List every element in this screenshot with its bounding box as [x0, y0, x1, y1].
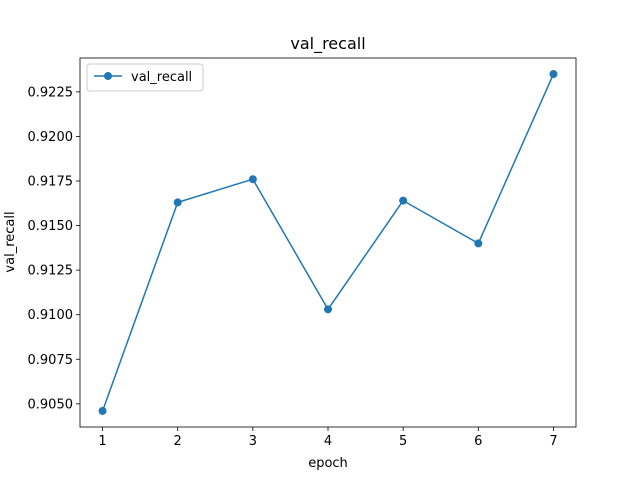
- legend: val_recall: [86, 63, 204, 92]
- y-tick-label: 0.9075: [28, 353, 74, 368]
- data-point-epoch-7: [549, 70, 558, 79]
- y-tick-label: 0.9100: [28, 308, 74, 323]
- data-point-epoch-3: [248, 175, 257, 184]
- data-point-epoch-6: [474, 239, 483, 248]
- data-point-epoch-4: [324, 305, 332, 314]
- data-point-epoch-5: [399, 196, 408, 205]
- y-axis-title: val_recall: [3, 211, 18, 272]
- y-tick-label: 0.9175: [28, 175, 74, 190]
- y-tick-label: 0.9200: [28, 130, 74, 145]
- y-tick-label: 0.9150: [28, 219, 74, 234]
- legend-series-label: val_recall: [131, 70, 192, 85]
- legend-series-marker: [104, 72, 112, 80]
- data-point-epoch-1: [98, 406, 107, 415]
- data-point-epoch-2: [173, 198, 182, 207]
- x-tick-label: 2: [174, 434, 182, 449]
- y-tick-label: 0.9225: [28, 85, 74, 100]
- y-tick-label: 0.9050: [28, 397, 74, 412]
- chart-title: val_recall: [290, 34, 365, 54]
- axes-frame: [79, 57, 577, 428]
- x-tick-label: 5: [399, 434, 407, 449]
- y-tick-label: 0.9125: [28, 264, 74, 279]
- x-axis-title: epoch: [308, 456, 348, 471]
- x-tick-label: 4: [324, 434, 332, 449]
- x-tick-label: 6: [474, 434, 482, 449]
- x-tick-label: 1: [98, 434, 106, 449]
- x-tick-label: 7: [549, 434, 557, 449]
- x-tick-label: 3: [249, 434, 257, 449]
- plot-area: 1 2 3 4 5 6 7 0.9050 0.9075 0.9100 0.9125 0.9150 0.9…: [28, 57, 577, 449]
- legend-frame: [86, 63, 204, 92]
